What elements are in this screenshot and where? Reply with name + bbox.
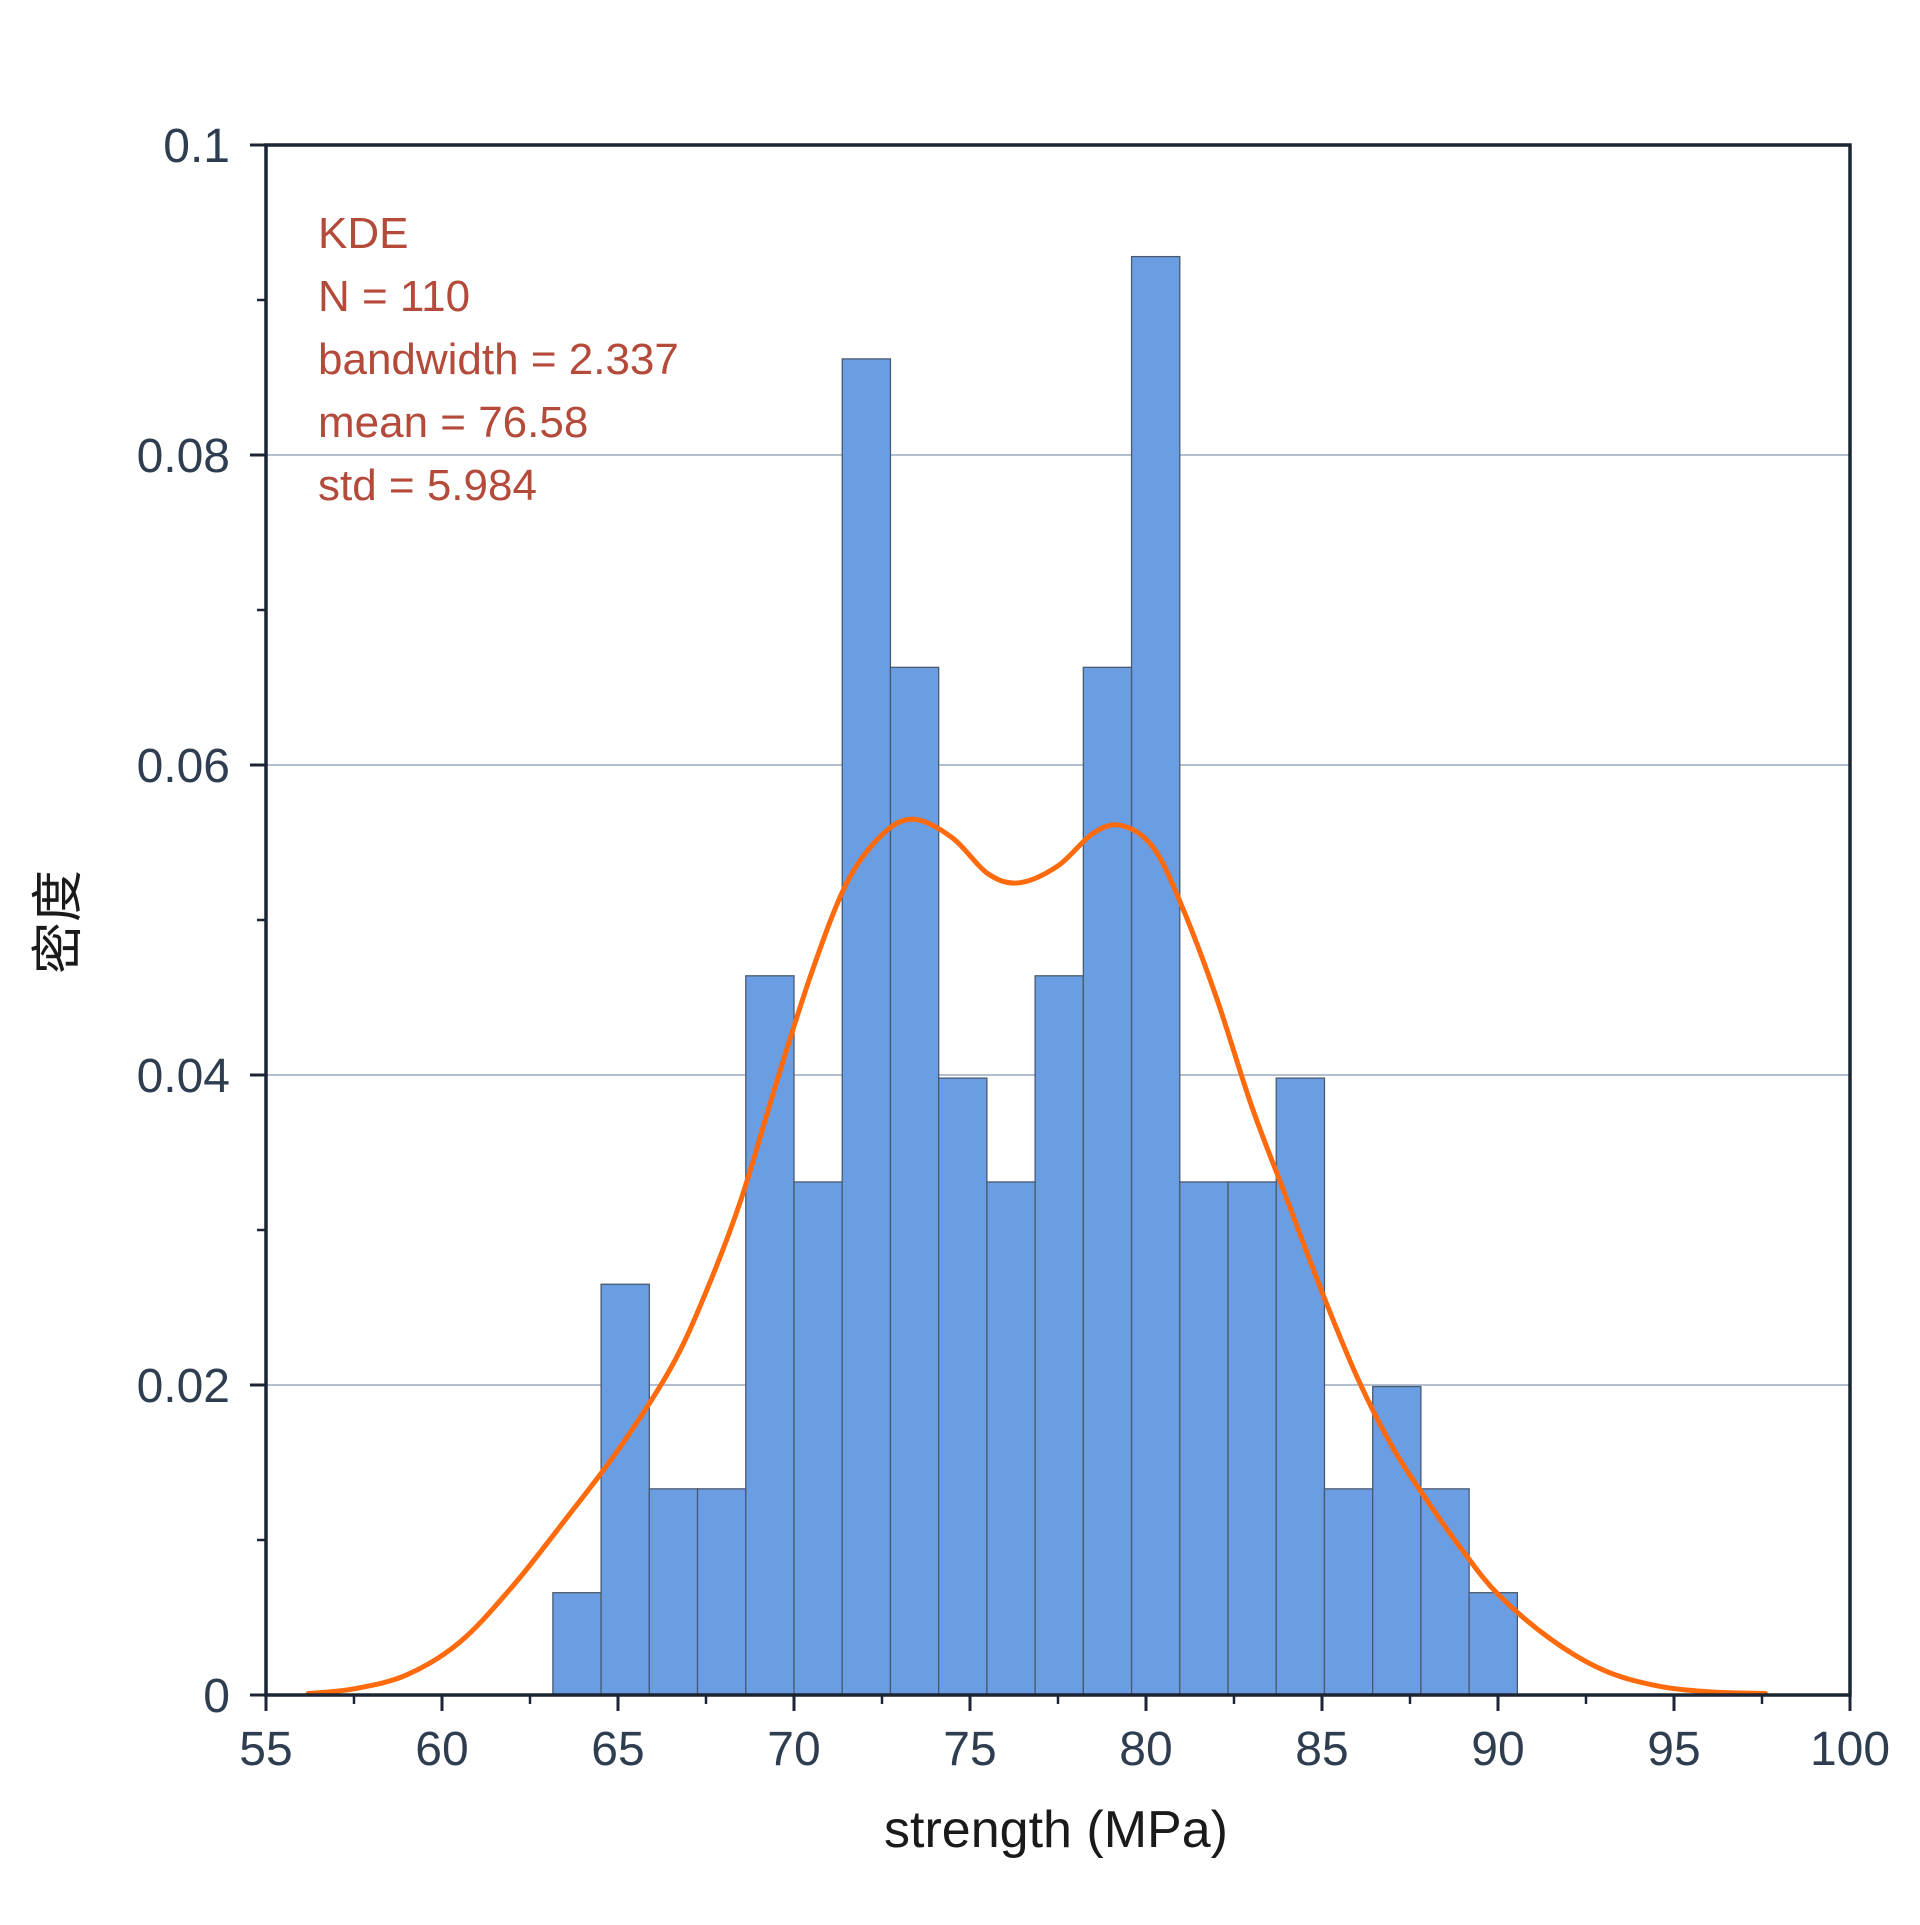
stats-annotation: KDE N = 110 bandwidth = 2.337 mean = 76.…	[318, 209, 679, 510]
histogram-bar-13	[1179, 1181, 1229, 1696]
histogram-bar-9	[986, 1181, 1036, 1696]
annotation-line-3: bandwidth = 2.337	[318, 335, 679, 384]
y-tick-label-1: 0.02	[137, 1360, 230, 1413]
y-tick-label-0: 0	[203, 1670, 230, 1723]
histogram-bar-8	[938, 1077, 988, 1696]
histogram-bar-2	[648, 1488, 699, 1696]
histogram-bars	[552, 255, 1519, 1696]
y-tick-label-2: 0.04	[137, 1050, 230, 1103]
y-tick-label-4: 0.08	[137, 430, 230, 483]
x-tick-label-0: 55	[239, 1723, 292, 1776]
histogram-bar-12	[1130, 255, 1181, 1696]
y-axis-title: 密度	[30, 870, 88, 974]
x-tick-label-4: 75	[943, 1723, 996, 1776]
histogram-bar-7	[889, 666, 940, 1696]
y-tick-label-5: 0.1	[163, 120, 230, 173]
x-tick-label-2: 65	[591, 1723, 644, 1776]
histogram-bar-0	[552, 1592, 602, 1696]
x-tick-label-5: 80	[1119, 1723, 1172, 1776]
annotation-line-4: mean = 76.58	[318, 398, 588, 447]
y-tick-label-3: 0.06	[137, 740, 230, 793]
histogram-bar-18	[1420, 1488, 1470, 1696]
kde-curve	[305, 816, 1768, 1696]
histogram-bar-14	[1227, 1181, 1277, 1696]
histogram-bar-10	[1034, 975, 1084, 1696]
x-tick-label-7: 90	[1471, 1723, 1524, 1776]
histogram-bar-6	[841, 358, 892, 1696]
x-tick-label-1: 60	[415, 1723, 468, 1776]
x-axis-title: strength (MPa)	[884, 1801, 1228, 1859]
x-tick-label-8: 95	[1647, 1723, 1700, 1776]
annotation-line-5: std = 5.984	[318, 461, 537, 510]
x-tick-label-6: 85	[1295, 1723, 1348, 1776]
annotation-line-1: KDE	[318, 209, 408, 258]
histogram-bar-1	[600, 1283, 650, 1696]
kde-curve-layer	[305, 816, 1768, 1696]
tick-labels: 0 0.02 0.04 0.06 0.08 0.1 55 60 65 70 75 80 85 90 95 10…	[137, 120, 1890, 1776]
histogram-bar-5	[793, 1181, 843, 1696]
histogram-bar-3	[696, 1488, 747, 1696]
annotation-line-2: N = 110	[318, 272, 470, 321]
histogram-bar-15	[1275, 1077, 1326, 1696]
histogram-bar-16	[1323, 1488, 1374, 1696]
axis-ticks	[250, 143, 1852, 1711]
histogram-bar-4	[745, 975, 795, 1696]
x-tick-label-3: 70	[767, 1723, 820, 1776]
histogram-bar-11	[1082, 666, 1133, 1696]
histogram-bar-17	[1372, 1385, 1422, 1696]
x-tick-label-9: 100	[1810, 1723, 1890, 1776]
